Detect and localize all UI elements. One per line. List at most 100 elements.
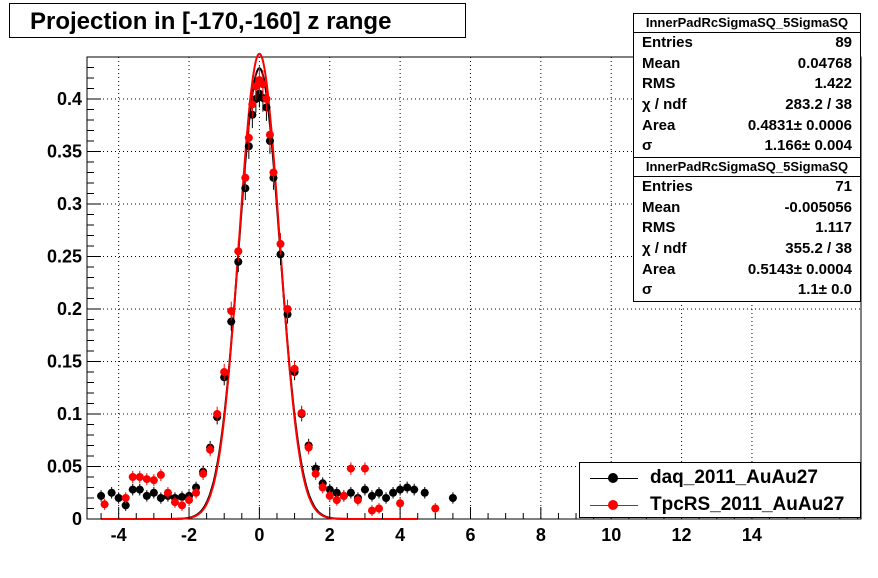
data-point [367,491,376,500]
data-point [114,494,123,502]
stats-row-mean: Mean 0.04768 [642,54,852,72]
data-point [142,491,151,500]
data-point [206,445,215,454]
data-point [135,473,144,481]
legend-entry-daq: daq_2011_AuAu27 [580,465,860,491]
data-point [410,485,419,494]
data-point [283,305,292,313]
data-point [375,488,384,497]
stats-row-entries: Entries 89 [642,34,852,51]
data-point [360,485,369,494]
data-point [346,488,355,497]
data-point [135,485,144,494]
data-point [332,496,341,505]
stats-row-chi2: χ / ndf 283.2 / 38 [642,96,852,114]
data-point [269,168,278,177]
data-point [156,494,165,502]
x-tick-label: 6 [465,525,475,545]
data-point [177,501,186,510]
data-point [258,80,267,89]
data-point [346,464,355,473]
data-point [213,410,222,418]
y-tick-label: 0 [72,509,82,529]
data-point [149,476,158,485]
legend-marker-swatch [608,473,618,483]
legend-entry-tpcrs: TpcRS_2011_AuAu27 [580,492,860,518]
y-tick-label: 0.3 [57,194,82,214]
data-point [128,473,137,481]
stats-row-entries: Entries 71 [642,178,852,195]
data-point [121,501,130,510]
data-point [367,506,376,515]
x-tick-label: -2 [181,525,197,545]
data-point [220,368,229,376]
data-point [448,494,457,502]
data-point [389,488,398,497]
data-point [353,496,362,505]
data-point [318,483,327,492]
legend-label: TpcRS_2011_AuAu27 [650,494,845,515]
data-point [325,485,334,494]
data-point [431,504,440,513]
stats-row-rms: RMS 1.422 [642,75,852,93]
data-point [248,100,257,109]
data-point [276,239,285,248]
data-point [142,475,151,484]
legend-marker-swatch [608,500,618,510]
y-tick-label: 0.1 [57,404,82,424]
y-tick-label: 0.35 [47,142,82,162]
data-point [97,491,106,500]
data-point [234,247,243,256]
data-point [185,496,194,505]
stats-row-chi2: χ / ndf 355.2 / 38 [642,240,852,258]
data-point [199,469,208,478]
x-tick-label: -4 [111,525,127,545]
stats-row-mean: Mean -0.005056 [642,198,852,216]
data-point [420,488,429,497]
data-point [396,499,405,508]
data-point [128,485,137,494]
x-tick-label: 0 [254,525,264,545]
stats-box-tpcrs: InnerPadRcSigmaSQ_5SigmaSQ Entries 71 Mea… [633,157,861,303]
data-point [149,488,158,497]
stats-box-title: InnerPadRcSigmaSQ_5SigmaSQ [634,158,860,177]
stats-row-sigma: σ 1.166± 0.004 [642,137,852,155]
data-point [396,485,405,494]
data-point [325,491,334,500]
y-axis-ticks: 0 0.05 0.1 0.15 0.2 0.25 0.3 0.35 0.4 [47,67,101,529]
stats-row-area: Area 0.5143± 0.0004 [642,260,852,278]
data-point [360,464,369,473]
legend-label: daq_2011_AuAu27 [650,467,818,488]
x-tick-label: 12 [672,525,692,545]
x-tick-label: 4 [395,525,405,545]
stats-row-area: Area 0.4831± 0.0006 [642,116,852,134]
x-tick-label: 2 [325,525,335,545]
data-point [177,492,186,501]
x-tick-label: 14 [742,525,762,545]
data-point [227,307,236,316]
data-point [304,443,313,452]
data-point [311,469,320,478]
data-points [97,66,457,517]
y-tick-label: 0.4 [57,89,82,109]
stats-row-rms: RMS 1.117 [642,219,852,237]
x-tick-label: 10 [601,525,621,545]
data-point [227,317,236,326]
stats-box-daq: InnerPadRcSigmaSQ_5SigmaSQ Entries 89 Mea… [633,13,861,159]
data-point [163,488,172,497]
data-point [332,488,341,497]
y-tick-label: 0.25 [47,247,82,267]
y-tick-label: 0.15 [47,352,82,372]
stats-row-sigma: σ 1.1± 0.0 [642,281,852,299]
data-point [244,133,253,142]
y-tick-label: 0.2 [57,299,82,319]
data-point [339,491,348,500]
legend: daq_2011_AuAu27 TpcRS_2011_AuAu27 [579,462,861,518]
chart-title: Projection in [-170,-160] z range [9,3,466,38]
data-point [121,494,130,502]
data-point [241,173,250,182]
x-tick-label: 8 [536,525,546,545]
data-point [265,130,274,139]
data-point [156,470,165,479]
y-tick-label: 0.05 [47,457,82,477]
